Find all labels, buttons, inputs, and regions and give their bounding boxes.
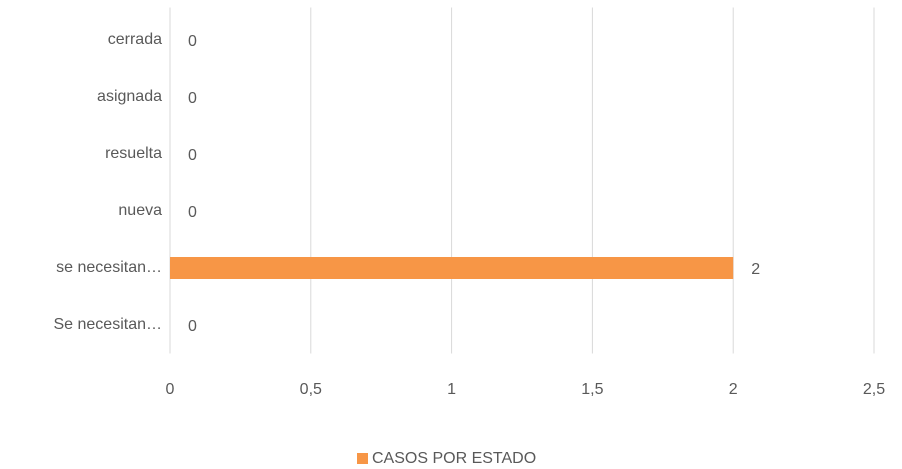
bar xyxy=(170,257,734,279)
data-label: 0 xyxy=(188,204,197,221)
data-label: 2 xyxy=(751,261,760,278)
y-tick-label: cerrada xyxy=(108,31,162,48)
legend-label: CASOS POR ESTADO xyxy=(372,450,536,467)
data-label: 0 xyxy=(188,33,197,50)
y-tick-label: Se necesitan… xyxy=(53,316,162,333)
legend-swatch xyxy=(357,453,368,464)
data-label: 0 xyxy=(188,90,197,107)
x-tick-label: 0,5 xyxy=(300,381,322,398)
x-tick-label: 2,5 xyxy=(863,381,885,398)
y-tick-label: asignada xyxy=(97,88,162,105)
y-tick-label: resuelta xyxy=(105,145,162,162)
x-tick-label: 1 xyxy=(447,381,456,398)
x-tick-label: 2 xyxy=(729,381,738,398)
x-tick-label: 0 xyxy=(166,381,175,398)
data-label: 0 xyxy=(188,147,197,164)
y-tick-label: se necesitan… xyxy=(56,259,162,276)
x-tick-label: 1,5 xyxy=(581,381,603,398)
y-tick-label: nueva xyxy=(118,202,162,219)
data-label: 0 xyxy=(188,318,197,335)
